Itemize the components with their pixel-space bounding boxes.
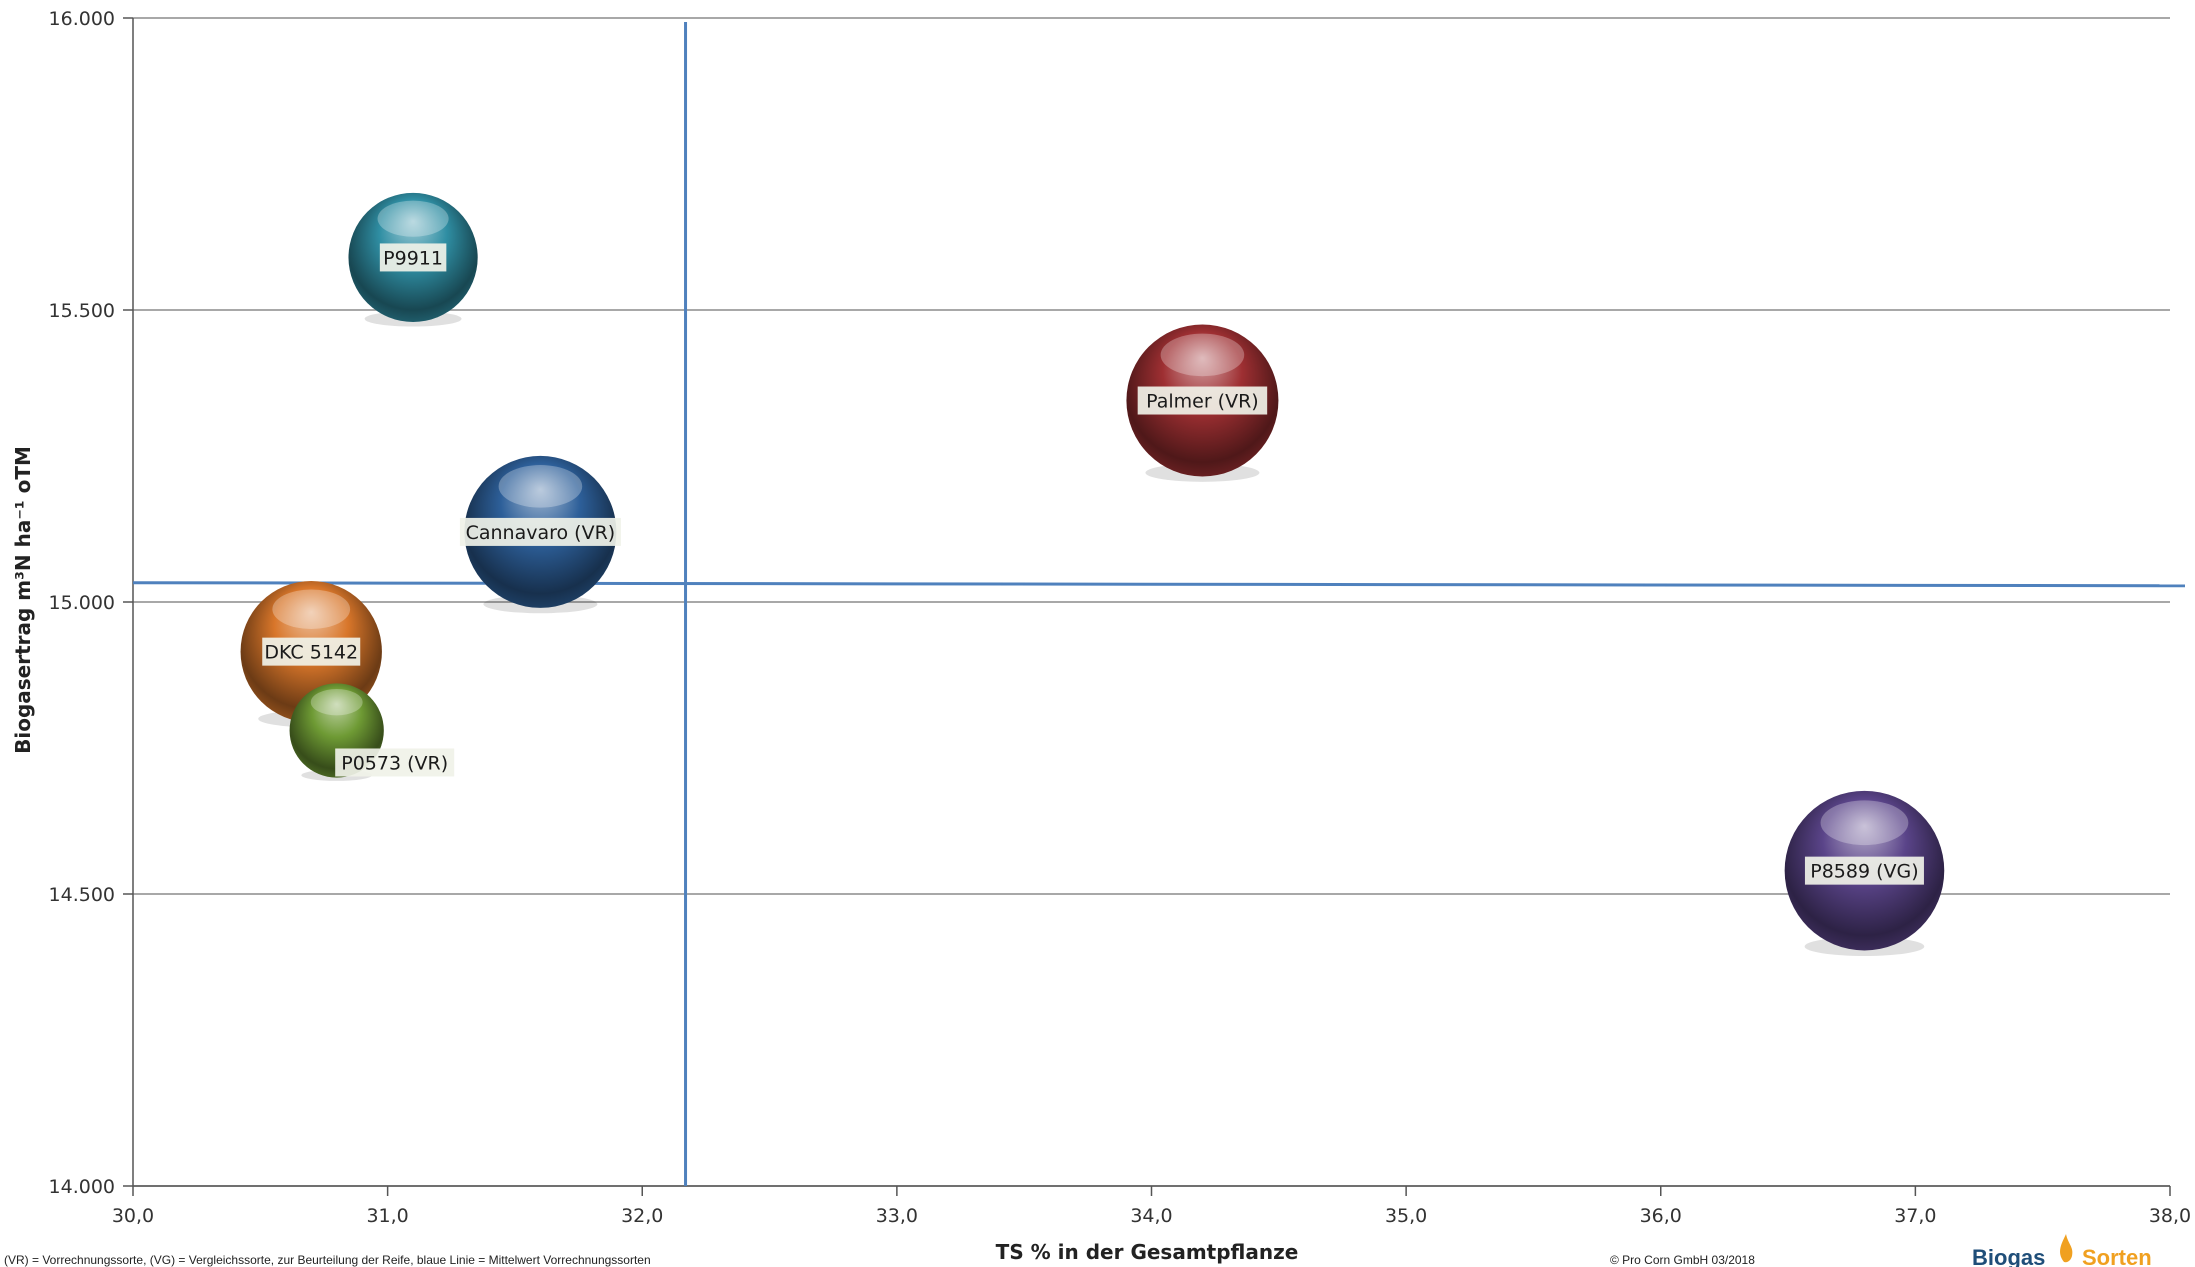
bubble-label: P8589 (VG) <box>1810 861 1918 883</box>
footnote: (VR) = Vorrechnungssorte, (VG) = Verglei… <box>4 1253 651 1267</box>
x-tick-label: 31,0 <box>366 1205 408 1227</box>
x-tick-label: 33,0 <box>876 1205 918 1227</box>
bubble-label: P9911 <box>383 247 443 269</box>
bubble-highlight <box>272 589 351 630</box>
bubble-label: Palmer (VR) <box>1146 391 1259 413</box>
y-tick-label: 16.000 <box>49 8 115 30</box>
bubble-highlight <box>1160 333 1245 377</box>
x-tick-label: 37,0 <box>1894 1205 1936 1227</box>
x-tick-label: 36,0 <box>1640 1205 1682 1227</box>
reference-line-horizontal <box>132 581 2186 588</box>
bubble-highlight <box>377 200 449 237</box>
bubble-label-box <box>1137 386 1268 415</box>
grid-lines <box>133 17 2170 1187</box>
y-tick-label: 15.000 <box>49 592 115 614</box>
axes <box>123 17 2171 1196</box>
copyright: © Pro Corn GmbH 03/2018 <box>1610 1253 1755 1267</box>
y-axis-title-group: Biogasertrag m³N ha⁻¹ oTM <box>11 446 35 754</box>
bubble: P8589 (VG) <box>1784 790 1945 957</box>
bubble: P0573 (VR) <box>289 683 455 781</box>
bubble: Palmer (VR) <box>1126 324 1279 482</box>
bubbles: P9911 Palmer (VR) Cannavaro (VR) DKC 5142 P0… <box>240 192 1945 957</box>
bubble-label-box <box>379 243 447 272</box>
x-axis-title: TS % in der Gesamtpflanze <box>996 1240 1299 1264</box>
x-tick-label: 30,0 <box>112 1205 154 1227</box>
bubble-label: Cannavaro (VR) <box>466 522 616 544</box>
y-tick-label: 14.000 <box>49 1176 115 1198</box>
bubble-label: DKC 5142 <box>264 642 358 664</box>
bubble-highlight <box>310 689 363 716</box>
bubble: P9911 <box>348 192 478 327</box>
tick-labels: 14.000 14.500 15.000 15.500 16.000 30,0 31,0 32… <box>49 8 2192 1227</box>
bubble-label-box <box>335 748 455 777</box>
y-tick-label: 14.500 <box>49 884 115 906</box>
x-tick-label: 35,0 <box>1385 1205 1427 1227</box>
bubble-highlight <box>1820 800 1909 846</box>
x-tick-label: 34,0 <box>1130 1205 1172 1227</box>
x-tick-label: 32,0 <box>621 1205 663 1227</box>
x-tick-label: 38,0 <box>2149 1205 2191 1227</box>
bubble-label-box <box>1804 856 1924 885</box>
flame-icon <box>2060 1234 2073 1263</box>
logo-biogas-text: Biogas <box>1972 1245 2045 1267</box>
reference-lines <box>132 22 2186 1186</box>
bubble-label-box <box>459 517 621 546</box>
bubble-highlight <box>498 465 583 508</box>
y-axis-title: Biogasertrag m³N ha⁻¹ oTM <box>11 446 35 754</box>
bubble: DKC 5142 <box>240 580 382 728</box>
bubble: Cannavaro (VR) <box>459 455 621 614</box>
y-tick-label: 15.500 <box>49 300 115 322</box>
logo: Biogas Sorten <box>1972 1234 2152 1267</box>
bubble-label: P0573 (VR) <box>341 752 448 774</box>
bubble-label-box <box>262 637 361 666</box>
logo-sorten-text: Sorten <box>2082 1245 2152 1267</box>
